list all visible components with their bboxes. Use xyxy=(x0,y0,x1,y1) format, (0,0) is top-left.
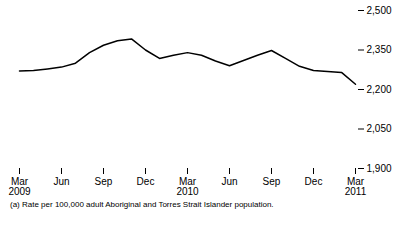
svg-text:Sep: Sep xyxy=(263,176,281,187)
svg-text:Jun: Jun xyxy=(221,176,237,187)
svg-text:Mar2009: Mar2009 xyxy=(8,176,31,197)
svg-text:Dec: Dec xyxy=(137,176,155,187)
svg-text:Mar2011: Mar2011 xyxy=(345,176,367,197)
svg-text:Jun: Jun xyxy=(53,176,69,187)
svg-text:Mar2010: Mar2010 xyxy=(176,176,199,197)
svg-text:2,350: 2,350 xyxy=(367,44,392,55)
svg-text:2,500: 2,500 xyxy=(367,5,392,16)
html-text:(a) Rate per 100,000 adult Abo: (a) Rate per 100,000 adult Aboriginal an… xyxy=(10,200,274,209)
svg-text:1,900: 1,900 xyxy=(367,163,392,174)
svg-text:2,050: 2,050 xyxy=(367,123,392,134)
svg-text:2,200: 2,200 xyxy=(367,84,392,95)
svg-text:Dec: Dec xyxy=(305,176,323,187)
svg-text:Sep: Sep xyxy=(95,176,113,187)
